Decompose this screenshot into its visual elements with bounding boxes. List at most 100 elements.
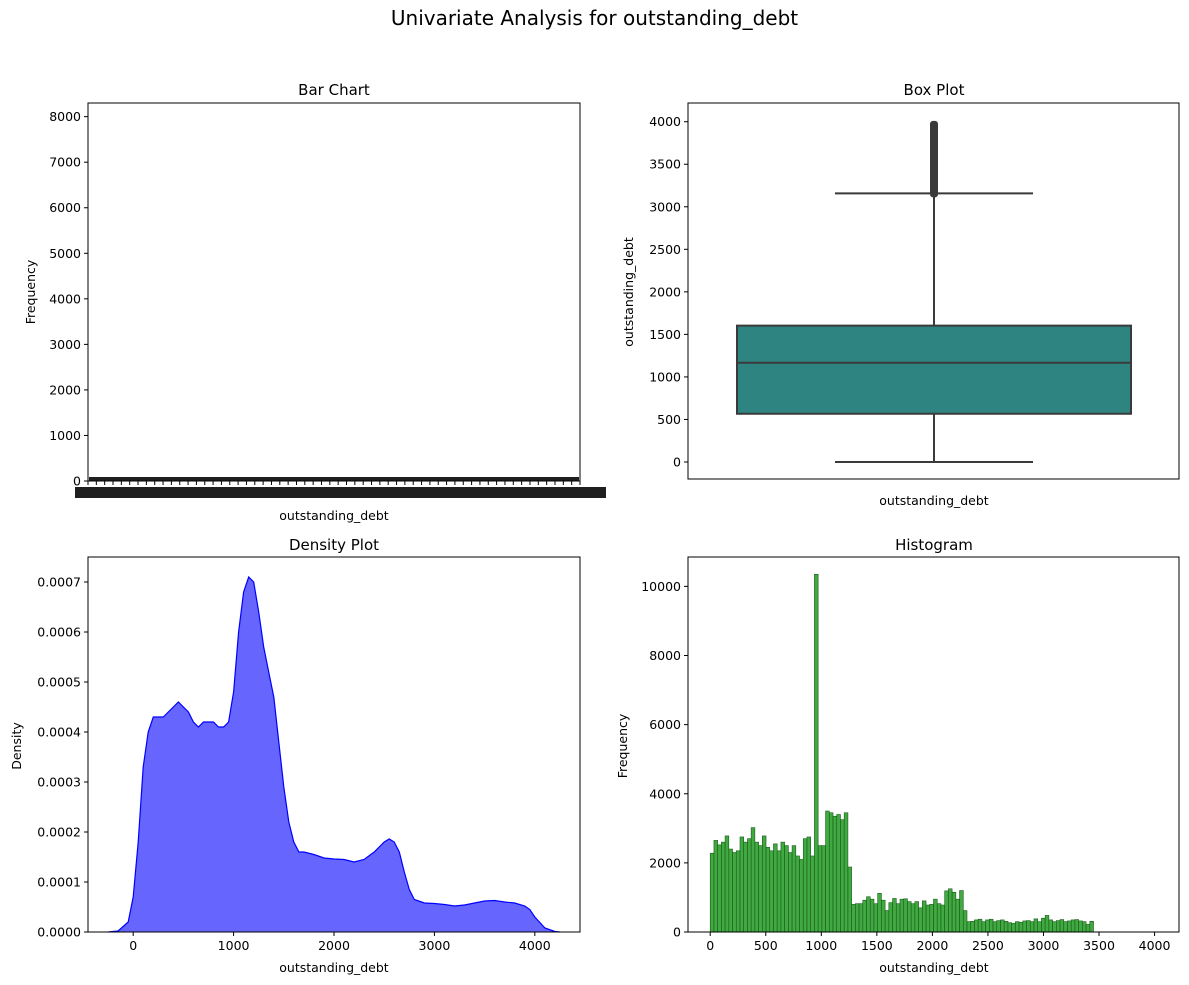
box-plot-x-label: outstanding_debt <box>879 493 989 508</box>
histogram-bar <box>1003 920 1009 933</box>
x-tick-label: 500 <box>754 938 778 953</box>
histogram-bar <box>735 850 741 933</box>
y-tick-label: 6000 <box>49 200 81 215</box>
box-plot-y-label: outstanding_debt <box>621 237 636 347</box>
y-tick-label: 2500 <box>649 242 681 257</box>
histogram-bar <box>840 819 845 933</box>
histogram-bar <box>728 848 733 933</box>
x-tick-label: 1000 <box>805 938 837 953</box>
histogram-bar <box>1082 921 1087 933</box>
x-tick-labels-band <box>75 487 606 498</box>
figure-title: Univariate Analysis for outstanding_debt <box>390 6 799 30</box>
box-plot-y-ticks: 0 500 1000 1500 2000 2500 3000 3500 4000 <box>649 114 688 469</box>
histogram-bar <box>814 573 819 933</box>
histogram-bar <box>981 921 986 933</box>
density-plot-title: Density Plot <box>289 536 379 554</box>
histogram-title: Histogram <box>895 536 973 554</box>
x-tick-label: 4000 <box>519 938 551 953</box>
histogram-bar <box>713 840 718 933</box>
box-plot-panel: Box Plot 0 500 1000 1500 2000 2500 3000 3500 400… <box>621 81 1180 508</box>
histogram-bar <box>862 899 867 933</box>
histogram-bar <box>851 904 856 933</box>
y-tick-label: 0.0006 <box>37 625 81 640</box>
histogram-bar <box>1000 919 1005 933</box>
histogram-bar <box>780 841 785 933</box>
y-tick-label: 0.0003 <box>37 775 81 790</box>
density-plot-panel: Density Plot 0.00000.00010.00020.00030.0… <box>9 536 581 975</box>
histogram-bar <box>709 852 715 933</box>
box-plot-frame <box>687 102 1180 480</box>
histogram-bar <box>1085 924 1091 933</box>
histogram-bar <box>821 845 826 933</box>
histogram-bar <box>892 898 897 933</box>
histogram-frame <box>687 556 1180 933</box>
x-tick-label: 1500 <box>861 938 893 953</box>
y-tick-label: 3500 <box>649 157 681 172</box>
y-tick-label: 500 <box>657 412 681 427</box>
y-tick-label: 1000 <box>649 369 681 384</box>
histogram-bar <box>791 845 797 933</box>
histogram-bar <box>721 841 726 933</box>
histogram-bar <box>1029 921 1035 933</box>
histogram-x-ticks: 0 500 1000 1500 2000 2500 3000 3500 4000 <box>706 932 1171 953</box>
bar-chart-bars-band <box>89 477 579 481</box>
histogram-bar <box>903 898 908 933</box>
x-tick-label: 2500 <box>972 938 1004 953</box>
histogram-bar <box>1048 919 1053 933</box>
y-tick-label: 8000 <box>49 109 81 124</box>
histogram-bar <box>750 827 756 933</box>
histogram-bar <box>776 850 782 933</box>
histogram-bar <box>1056 920 1061 933</box>
histogram-bar <box>962 910 968 933</box>
bar-chart-frame <box>87 102 581 482</box>
histogram-bar <box>869 898 875 933</box>
histogram-bar <box>810 855 815 933</box>
histogram-bar <box>769 850 774 933</box>
histogram-bar <box>873 903 878 933</box>
y-tick-label: 0.0004 <box>37 725 81 740</box>
x-tick-label: 1000 <box>218 938 250 953</box>
histogram-bar <box>1026 920 1031 933</box>
histogram-bar <box>855 903 860 933</box>
outlier-markers <box>930 120 938 198</box>
x-tick-label: 0 <box>129 938 137 953</box>
x-tick-label: 2000 <box>916 938 948 953</box>
bar-chart-x-tick-labels <box>75 477 606 498</box>
density-plot-frame <box>87 556 581 933</box>
histogram-bar <box>784 845 789 933</box>
histogram-bar <box>739 836 745 933</box>
histogram-bar <box>1037 921 1042 933</box>
histogram-bar <box>996 920 1001 933</box>
box-iqr <box>736 324 1132 415</box>
histogram-bar <box>918 907 923 933</box>
histogram-bar <box>1052 921 1057 933</box>
histogram-bar <box>966 921 972 933</box>
histogram-bar <box>802 838 808 933</box>
box-plot-body <box>736 120 1132 463</box>
y-tick-label: 0.0000 <box>37 925 81 940</box>
density-plot-y-label: Density <box>9 722 24 770</box>
histogram-bar <box>724 835 730 933</box>
histogram-bar <box>1011 923 1016 933</box>
histogram-bar <box>762 835 767 933</box>
histogram-bar <box>1070 919 1076 933</box>
histogram-bar <box>1033 918 1038 933</box>
density-curve-area <box>108 575 560 933</box>
histogram-bar <box>959 890 964 933</box>
histogram-bar <box>884 910 890 933</box>
x-tick-label: 3500 <box>1083 938 1115 953</box>
histogram-bar <box>1022 920 1027 933</box>
y-tick-label: 0 <box>673 454 681 469</box>
histogram-bar <box>825 810 830 933</box>
histogram-bar <box>888 902 893 933</box>
y-tick-label: 2000 <box>649 284 681 299</box>
histogram-bar <box>948 888 953 933</box>
y-tick-label: 0.0007 <box>37 575 81 590</box>
density-plot-y-ticks: 0.0000 0.0001 0.0002 0.0003 0.0004 0.0005 0.00… <box>37 575 88 940</box>
histogram-bar <box>847 866 852 933</box>
histogram-bar <box>1007 922 1012 933</box>
histogram-bar <box>922 900 927 933</box>
histogram-bar <box>1015 921 1020 933</box>
y-tick-label: 0.0005 <box>37 675 81 690</box>
histogram-bar <box>1063 921 1068 933</box>
